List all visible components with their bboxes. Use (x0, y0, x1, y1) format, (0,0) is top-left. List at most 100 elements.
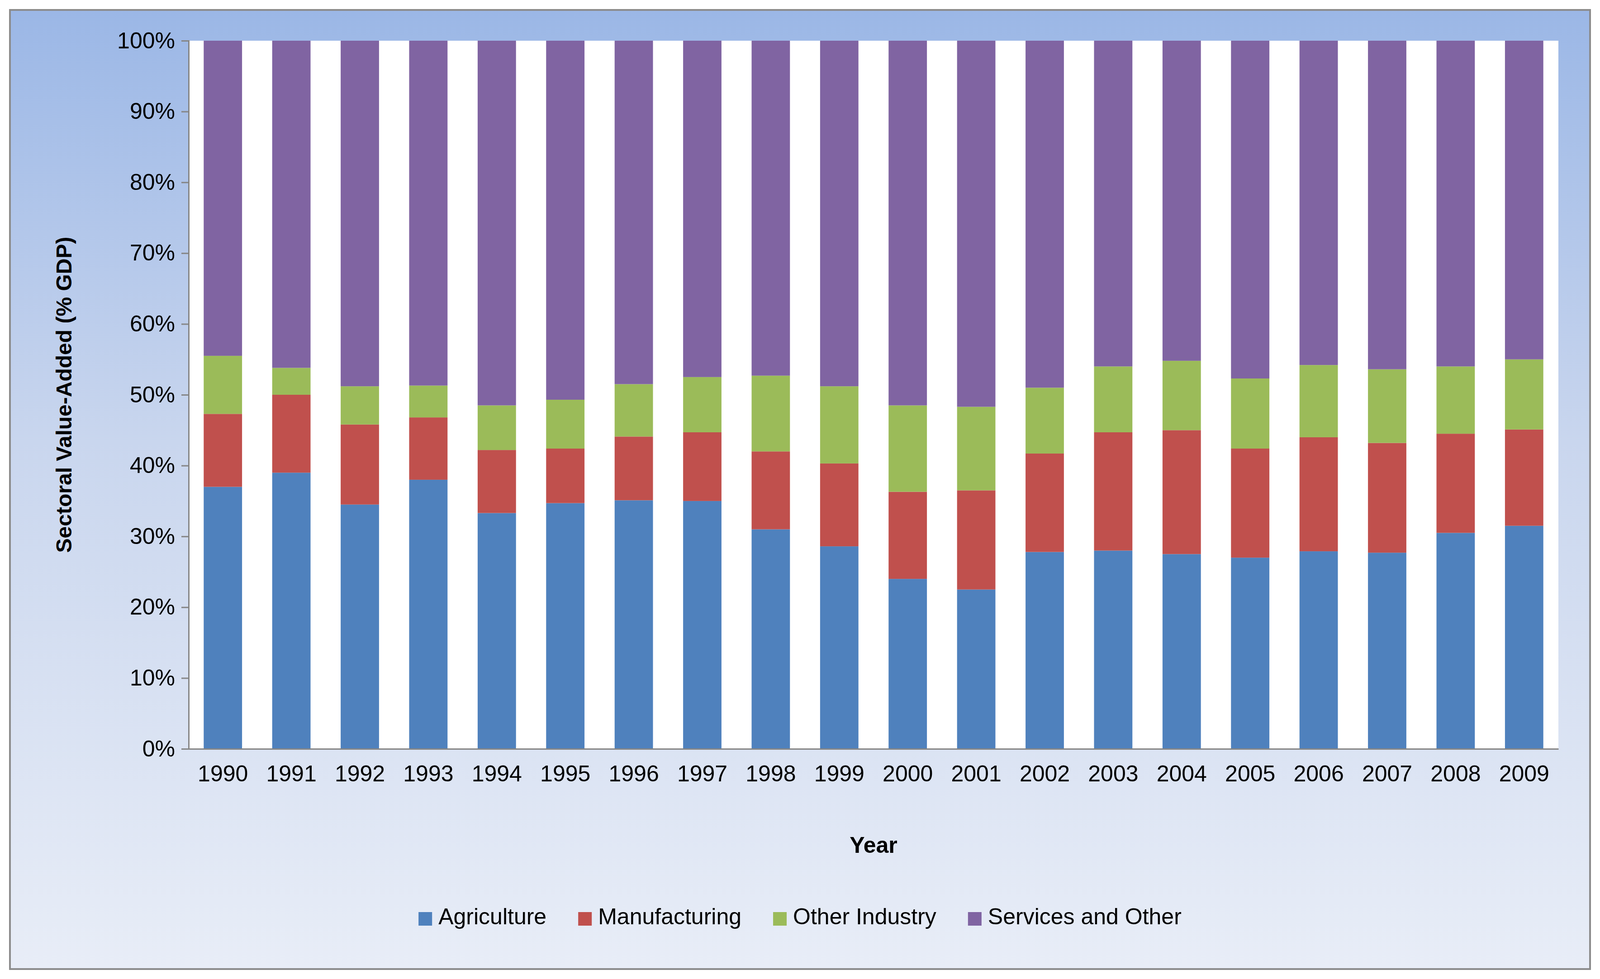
bar (1230, 378, 1270, 449)
bar (888, 405, 927, 492)
bar (1025, 40, 1064, 388)
tick-label: 2006 (1293, 761, 1344, 787)
tick: 10% (129, 665, 189, 691)
bar (957, 490, 996, 590)
tick: 40% (129, 452, 189, 479)
bar (203, 356, 243, 414)
tick: 2002 (1019, 749, 1070, 787)
bar (820, 546, 859, 750)
tick-label: 2000 (882, 761, 933, 787)
bar (1299, 365, 1339, 438)
tick-label: 2003 (1087, 761, 1139, 787)
tick: 2009 (1499, 749, 1550, 787)
bar (1367, 369, 1407, 444)
bar (683, 432, 722, 502)
tick-label: 1993 (403, 761, 454, 787)
tick-mark (181, 536, 189, 538)
bar (409, 417, 448, 480)
bar (272, 472, 311, 750)
tick: 30% (129, 523, 189, 550)
tick-label: 1994 (471, 761, 523, 787)
bar (1025, 387, 1064, 454)
tick: 2004 (1156, 749, 1207, 787)
legend-label: Services and Other (987, 904, 1182, 930)
plot: 0%10%20%30%40%50%60%70%80%90%100%1990199… (117, 28, 1559, 787)
bar (545, 503, 585, 750)
tick-label: 1998 (745, 761, 796, 787)
bar (409, 479, 448, 750)
legend-label: Manufacturing (598, 904, 742, 930)
legend-item: Other Industry (773, 904, 937, 930)
bar (477, 450, 517, 513)
tick-label: 2001 (950, 761, 1002, 787)
tick-label: 60% (129, 311, 176, 337)
bar (1025, 453, 1064, 553)
tick: 2001 (950, 749, 1002, 787)
tick: 20% (129, 594, 189, 620)
tick-mark (181, 607, 189, 609)
tick-mark (181, 111, 189, 113)
bar (957, 589, 996, 750)
tick-label: 1997 (677, 761, 728, 787)
tick-label: 1991 (265, 761, 317, 787)
series (203, 472, 1544, 750)
bar (477, 405, 517, 451)
tick: 2005 (1224, 749, 1276, 787)
bar (888, 579, 927, 750)
bar (1299, 437, 1339, 552)
series (203, 394, 1544, 590)
bar (1505, 526, 1544, 750)
bar (1505, 429, 1544, 527)
tick-label: 2002 (1019, 761, 1070, 787)
tick-label: 90% (129, 98, 176, 124)
tick-label: 1995 (540, 761, 591, 787)
legend-item: Manufacturing (578, 904, 742, 930)
bar (272, 367, 311, 395)
tick: 2006 (1293, 749, 1344, 787)
tick-label: 40% (129, 452, 176, 479)
bar (614, 40, 654, 385)
bar (820, 40, 859, 387)
bar (751, 40, 791, 376)
bar (820, 463, 859, 547)
tick: 50% (129, 382, 189, 408)
tick: 1995 (540, 749, 591, 787)
tick: 1992 (334, 749, 385, 787)
bar (1299, 40, 1339, 366)
bar (1094, 40, 1133, 367)
bar (751, 529, 791, 750)
bar (203, 40, 243, 357)
tick: 2003 (1087, 749, 1139, 787)
tick-label: 1992 (334, 761, 385, 787)
tick: 0% (142, 736, 189, 762)
axis-line (189, 748, 1559, 751)
tick-mark (181, 677, 189, 679)
y-axis: 0%10%20%30%40%50%60%70%80%90%100% (117, 28, 189, 762)
tick-label: 0% (142, 736, 176, 762)
tick-mark (181, 394, 189, 396)
bar (477, 40, 517, 406)
tick: 1996 (608, 749, 659, 787)
bar (683, 377, 722, 433)
bar (340, 386, 380, 425)
bar (957, 407, 996, 491)
tick: 2008 (1430, 749, 1481, 787)
bar (1505, 40, 1544, 360)
bar (545, 448, 585, 504)
series (203, 40, 1544, 408)
bar (1162, 554, 1202, 750)
tick: 2000 (882, 749, 933, 787)
bar (1436, 40, 1476, 367)
legend-label: Other Industry (792, 904, 937, 930)
bar (1505, 359, 1544, 430)
tick-mark (181, 40, 189, 42)
tick-mark (181, 465, 189, 467)
bar (1230, 40, 1270, 379)
bar (1230, 448, 1270, 558)
bar (614, 500, 654, 750)
bar (820, 386, 859, 464)
bar (1025, 552, 1064, 750)
bar (272, 40, 311, 368)
tick-label: 2008 (1430, 761, 1481, 787)
bar (340, 40, 380, 387)
